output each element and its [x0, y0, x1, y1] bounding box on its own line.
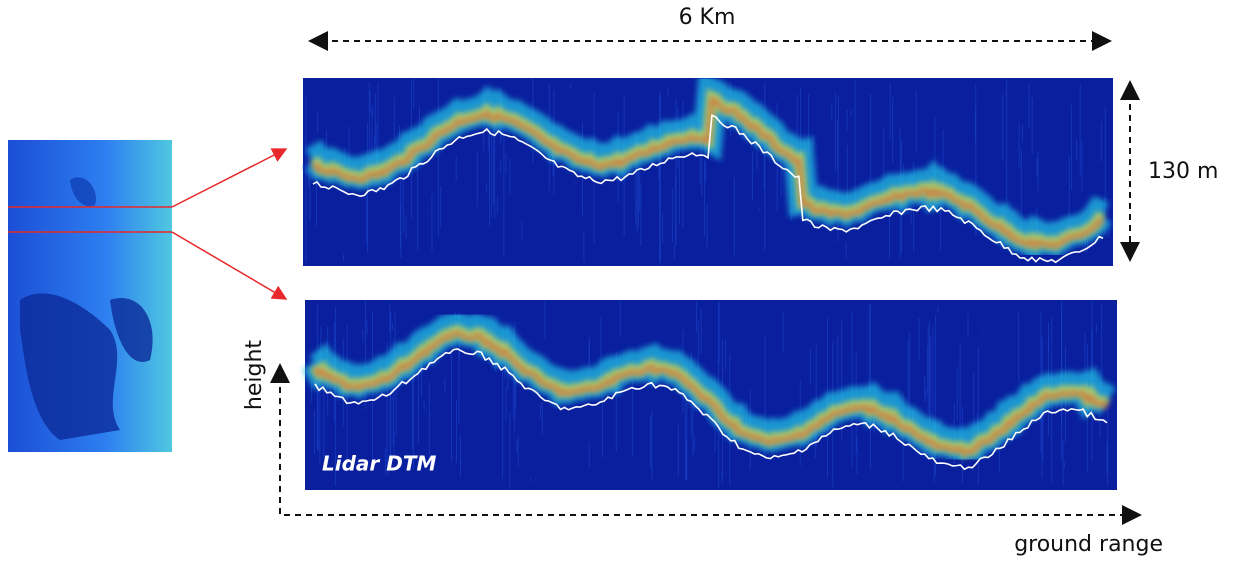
- signal-band: [312, 96, 1104, 249]
- arrow: [171, 148, 288, 208]
- width-label: 6 Km: [679, 5, 736, 30]
- legend-label: Lidar DTM: [322, 452, 436, 476]
- height-span-label: 130 m: [1148, 159, 1218, 184]
- map-image: [8, 140, 172, 452]
- dtm-line: [312, 114, 1104, 264]
- y-axis-label: height: [242, 340, 267, 410]
- tomogram-panel: [302, 70, 1113, 266]
- axes: [270, 363, 1142, 525]
- arrow: [171, 231, 288, 300]
- x-axis-label: ground range: [1014, 532, 1163, 557]
